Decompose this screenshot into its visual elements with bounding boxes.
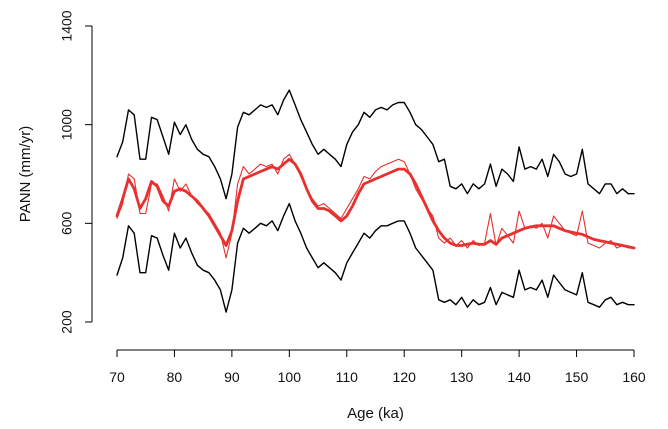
x-tick-label: 110 [336, 369, 359, 385]
x-tick-label: 120 [393, 369, 417, 385]
x-tick-label: 70 [109, 369, 125, 385]
x-tick-label: 130 [450, 369, 474, 385]
y-axis-title: PANN (mm/yr) [17, 126, 34, 222]
y-tick-label: 1000 [59, 109, 75, 140]
x-tick-label: 150 [565, 369, 589, 385]
series-line-upper [116, 89, 635, 200]
y-axis: 200 600 1000 1400 [59, 10, 93, 334]
x-tick-label: 140 [507, 369, 531, 385]
x-tick-label: 80 [167, 369, 183, 385]
x-tick-label: 90 [224, 369, 240, 385]
x-tick-label: 100 [278, 369, 302, 385]
x-axis: 70 80 90 100 110 120 130 140 150 160 [109, 349, 646, 385]
series-layer [115, 89, 636, 313]
x-tick-label: 160 [622, 369, 646, 385]
y-tick-label: 1400 [59, 10, 75, 41]
series-line-smooth [115, 157, 636, 250]
x-axis-title: Age (ka) [347, 405, 404, 422]
y-tick-label: 200 [59, 310, 75, 334]
series-line-raw [116, 153, 635, 259]
y-tick-label: 600 [59, 211, 75, 235]
series-line-lower [116, 202, 635, 313]
